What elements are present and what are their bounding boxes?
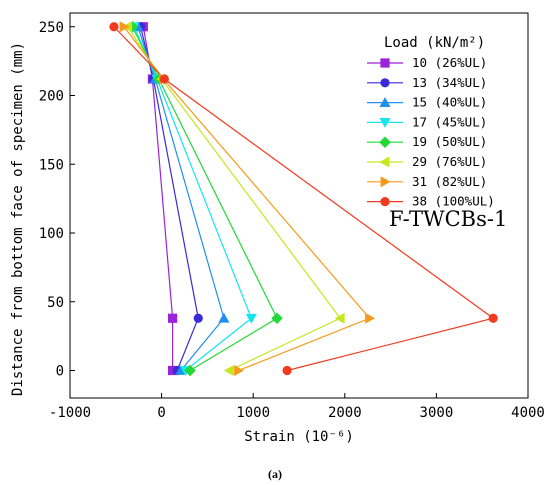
legend-marker — [380, 176, 391, 188]
series-markers — [109, 21, 498, 377]
series-line-1 — [142, 26, 174, 371]
x-tick-label: 1000 — [236, 405, 270, 421]
legend-entry-label: 29 (76%UL) — [412, 154, 487, 169]
x-axis-label: Strain (10⁻⁶) — [244, 429, 354, 445]
y-tick-label: 200 — [39, 89, 64, 105]
data-point-series-7 — [234, 364, 245, 377]
legend-marker — [380, 58, 390, 68]
specimen-annotation: F-TWCBs-1 — [389, 207, 507, 231]
data-point-series-1 — [167, 313, 178, 323]
legend-title: Load (kN/m²) — [384, 35, 485, 51]
x-tick-label: 2000 — [328, 405, 362, 421]
y-tick-label: 100 — [39, 226, 64, 242]
legend: Load (kN/m²) 10 (26%UL) 13 (34%UL) 15 (40%… — [367, 35, 495, 209]
y-tick-label: 0 — [56, 364, 64, 380]
data-point-series-8 — [282, 365, 292, 376]
series-line-3 — [137, 26, 225, 371]
data-point-series-5 — [184, 364, 196, 377]
y-tick-label: 150 — [39, 157, 64, 173]
legend-marker — [380, 78, 390, 88]
legend-entry-label: 17 (45%UL) — [412, 114, 487, 129]
data-point-series-8 — [159, 74, 169, 84]
y-axis-label: Distance from bottom face of specimen (m… — [10, 42, 26, 396]
y-tick-label: 250 — [39, 20, 64, 36]
legend-marker — [379, 136, 391, 148]
x-tick-label: 4000 — [511, 405, 545, 421]
x-tick-label: 0 — [157, 405, 165, 421]
series-lines — [113, 26, 495, 372]
series-line-7 — [123, 26, 371, 372]
legend-entry-label: 31 (82%UL) — [412, 174, 487, 189]
x-tick-label: -1000 — [49, 405, 91, 421]
legend-entry-label: 15 (40%UL) — [412, 95, 487, 110]
data-point-series-7 — [119, 21, 130, 33]
series-line-8 — [113, 26, 495, 372]
data-point-series-6 — [223, 364, 234, 377]
data-point-series-6 — [334, 312, 345, 324]
data-point-series-8 — [488, 313, 498, 323]
legend-marker — [379, 117, 391, 128]
data-point-series-5 — [126, 21, 139, 33]
series-line-5 — [131, 26, 278, 372]
legend-marker — [380, 197, 390, 207]
data-point-series-4 — [245, 313, 257, 324]
figure-caption: (a) — [268, 467, 282, 481]
legend-entry-label: 19 (50%UL) — [412, 134, 487, 149]
data-point-series-8 — [109, 22, 119, 32]
legend-entry-label: 13 (34%UL) — [412, 75, 487, 90]
data-point-series-2 — [193, 313, 203, 323]
series-line-6 — [127, 26, 342, 372]
x-tick-label: 3000 — [420, 405, 454, 421]
data-point-series-5 — [271, 312, 283, 324]
legend-marker — [379, 156, 390, 168]
legend-marker — [379, 97, 391, 108]
data-point-series-7 — [365, 312, 376, 324]
data-point-series-3 — [218, 312, 230, 323]
legend-entry-label: 38 (100%UL) — [412, 194, 495, 209]
y-tick-label: 50 — [47, 295, 64, 311]
plot-frame — [69, 12, 529, 399]
legend-entry-label: 10 (26%UL) — [412, 55, 487, 70]
axis-ticks: -1000 0 1000 2000 3000 4000 0 50 100 150 200 250 — [39, 20, 545, 421]
